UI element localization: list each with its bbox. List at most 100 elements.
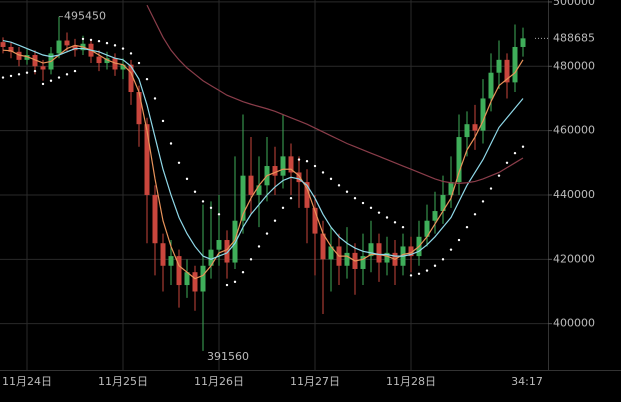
- candle-body: [72, 45, 78, 51]
- sar-dot: [49, 79, 53, 82]
- candle-body: [384, 252, 390, 263]
- candle-body: [32, 55, 38, 67]
- sar-dot: [481, 200, 485, 203]
- candle-body: [288, 156, 294, 173]
- candle-body: [8, 46, 14, 52]
- candle-body: [144, 124, 150, 195]
- sar-dot: [233, 280, 237, 284]
- y-tick-label: 400000: [553, 317, 595, 330]
- candle-body: [480, 98, 486, 131]
- candle-body: [136, 92, 142, 125]
- candle-body: [448, 182, 454, 195]
- sar-dot: [321, 171, 325, 174]
- candle-body: [232, 220, 238, 263]
- sar-dot: [337, 184, 341, 187]
- candle-body: [304, 182, 310, 208]
- sar-dot: [417, 272, 421, 275]
- x-tick-label: 11月26日: [194, 375, 244, 388]
- sar-dot: [185, 177, 189, 181]
- sar-dot: [409, 274, 413, 277]
- candle-body: [152, 194, 158, 244]
- candle-body: [0, 42, 6, 47]
- countdown: 34:17: [511, 375, 543, 388]
- candle-body: [216, 240, 222, 250]
- sar-dot: [177, 161, 181, 164]
- sar-dot: [129, 52, 133, 55]
- candle-body: [328, 246, 334, 260]
- x-tick-label: 11月25日: [98, 375, 148, 388]
- sar-dot: [425, 269, 429, 272]
- candle-body: [192, 272, 198, 292]
- sar-dot: [217, 213, 221, 216]
- sar-dot: [473, 213, 477, 216]
- candle-body: [56, 40, 62, 54]
- candle-body: [520, 38, 526, 47]
- candle-body: [464, 124, 470, 138]
- candle-body: [256, 185, 262, 195]
- sar-dot: [449, 248, 453, 251]
- candle-body: [200, 265, 206, 292]
- sar-dot: [161, 119, 165, 123]
- sar-dot: [361, 201, 365, 205]
- sar-dot: [17, 73, 21, 76]
- sar-dot: [377, 211, 381, 214]
- sar-dot: [57, 76, 61, 79]
- candle-body: [248, 175, 254, 195]
- sar-dot: [257, 245, 261, 248]
- candle-body: [128, 64, 134, 93]
- last-price-label: 488685: [553, 31, 595, 44]
- sar-dot: [65, 73, 69, 76]
- sar-dot: [297, 158, 301, 161]
- candle-body: [456, 137, 462, 183]
- sar-dot: [33, 69, 37, 73]
- y-tick-label: 420000: [553, 252, 595, 265]
- candle-body: [368, 243, 374, 257]
- candle-body: [176, 256, 182, 286]
- sar-dot: [201, 200, 205, 203]
- candle-body: [440, 194, 446, 212]
- sar-dot: [345, 190, 349, 193]
- sar-dot: [385, 216, 389, 219]
- candle-body: [40, 66, 46, 70]
- sar-dot: [209, 206, 213, 210]
- sar-dot: [393, 221, 397, 224]
- candle-body: [168, 256, 174, 266]
- candle-body: [160, 243, 166, 266]
- sar-dot: [465, 225, 469, 229]
- candle-body: [512, 46, 518, 83]
- sar-dot: [289, 196, 293, 200]
- candle-body: [472, 124, 478, 131]
- ma-line: [2, 39, 524, 260]
- sar-dot: [241, 270, 245, 274]
- candle-body: [112, 58, 118, 70]
- candle-body: [272, 166, 278, 176]
- sar-dot: [369, 206, 373, 210]
- sar-dot: [249, 258, 253, 261]
- sar-dot: [9, 74, 13, 78]
- y-tick-label: 500000: [553, 0, 595, 8]
- sar-dot: [281, 206, 285, 210]
- candle-body: [312, 207, 318, 234]
- candle-body: [184, 272, 190, 286]
- sar-dot: [273, 219, 277, 222]
- sar-dot: [193, 190, 197, 193]
- y-tick-label: 460000: [553, 124, 595, 137]
- sar-dot: [489, 187, 493, 190]
- sar-dot: [265, 232, 269, 235]
- candle-body: [432, 211, 438, 221]
- candle-body: [96, 56, 102, 64]
- candle-body: [376, 243, 382, 263]
- candle-body: [104, 58, 110, 64]
- candle-body: [120, 64, 126, 70]
- y-tick-label: 480000: [553, 59, 595, 72]
- sar-dot: [145, 77, 149, 81]
- sar-dot: [441, 258, 445, 261]
- sar-dot: [97, 39, 101, 43]
- candle-body: [208, 249, 214, 266]
- sar-dot: [329, 177, 333, 181]
- max-label: 495450: [64, 10, 106, 23]
- sar-dot: [401, 225, 405, 229]
- x-tick-label: 11月28日: [386, 375, 436, 388]
- sar-dot: [89, 38, 93, 42]
